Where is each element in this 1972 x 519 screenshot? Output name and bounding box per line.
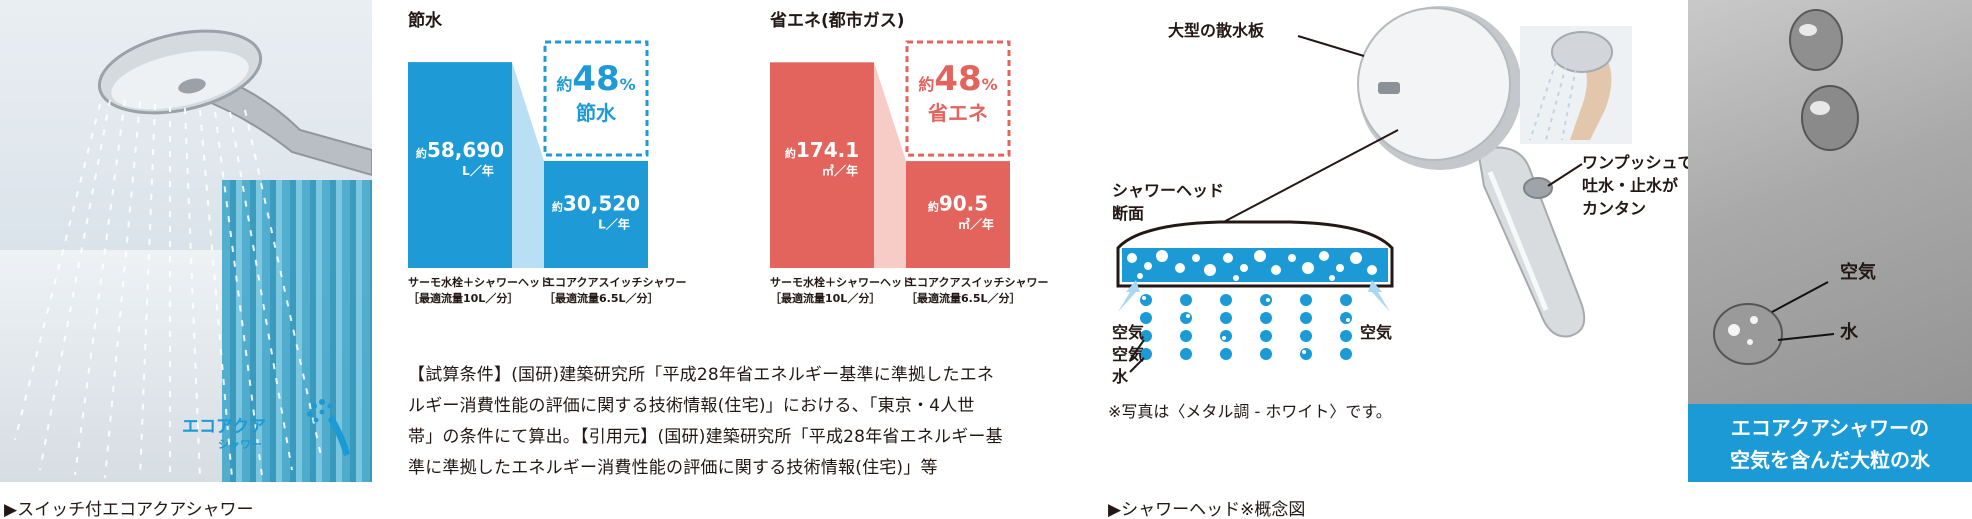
label-large-plate: 大型の散水板 [1168,21,1265,40]
category-sublabel: ［最適流量6.5L／分］ [906,291,1021,305]
air-arrow-left-icon [1118,280,1140,312]
cross-section [1116,220,1394,373]
shower-photo-caption: ▶スイッチ付エコアクアシャワー [4,500,254,519]
energy-saving-chart: 約48%省エネ約174.1㎥／年サーモ水栓＋シャワーヘッド［最適流量10L／分］… [770,40,1048,305]
photo-note: ※写真は〈メタル調 - ホワイト〉です。 [1108,402,1392,421]
callout-percent: 約48% [918,59,997,99]
note-line: 帯」の条件にて算出。【引用元】(国研)建築研究所「平成28年省エネルギー基 [408,427,1003,447]
water-droplets [1140,294,1352,360]
bar-before [408,62,512,268]
label-water-left: 水 [1112,367,1129,386]
label-air-right: 空気 [1360,323,1393,342]
reduction-callout [543,40,649,157]
banner-line-2: 空気を含んだ大粒の水 [1730,448,1930,472]
category-label: エコアクアスイッチシャワー [544,276,686,289]
category-sublabel: ［最適流量6.5L／分］ [544,291,659,305]
air-bubble-icon [1728,324,1740,336]
note-line: ルギー消費性能の評価に関する技術情報(住宅)」における、「東京・4人世 [408,396,975,416]
calculation-note: 【試算条件】(国研)建築研究所「平成28年省エネルギー基準に準拠したエネ ルギー… [408,360,1108,484]
callout-percent: 約48% [556,59,635,99]
label-one-push-3: カンタン [1582,199,1647,218]
label-drop-air: 空気 [1840,262,1876,283]
logo-text: エコアクア [182,417,267,437]
label-section-2: 断面 [1112,204,1145,223]
bar-unit-label: ㎥／年 [958,217,994,232]
callout-label: 節水 [576,101,617,125]
shower-head-logo-icon [307,399,350,456]
category-label: エコアクアスイッチシャワー [906,276,1048,289]
label-one-push-1: ワンプッシュで [1582,153,1694,172]
category-sublabel: ［最適流量10L／分］ [770,291,880,305]
shower-illustration [14,29,372,479]
water-drops-illustration [1713,9,1859,365]
bar-value-label: 約174.1 [785,138,859,162]
reduction-callout [905,40,1011,157]
shower-photo: エコアクア シャワー [0,0,372,482]
label-air-left-2: 空気 [1112,345,1145,364]
chart-title-water: 節水 [408,11,442,31]
inset-photo [1520,26,1632,144]
water-drops-photo: 空気 水 エコアクアシャワーの 空気を含んだ大粒の水 [1688,0,1972,482]
water-saving-chart: 約48%節水約58,690L／年サーモ水栓＋シャワーヘッド［最適流量10L／分］… [408,40,686,305]
label-drop-water: 水 [1840,322,1858,343]
callout-label: 省エネ [927,101,988,125]
air-arrow-right-icon [1368,280,1390,312]
bar-before [770,62,874,269]
bar-value-label: 約30,520 [552,191,640,215]
shower-head-diagram [1116,6,1632,373]
bar-after [906,161,1010,268]
bar-value-label: 約58,690 [416,138,504,162]
chart-title-energy: 省エネ(都市ガス) [770,11,905,31]
category-label: サーモ水栓＋シャワーヘッド [770,275,913,289]
eco-aqua-logo: エコアクア シャワー [182,418,266,454]
note-line: 準に準拠したエネルギー消費性能の評価に関する技術情報(住宅)」等 [408,458,938,478]
note-line: 【試算条件】(国研)建築研究所「平成28年省エネルギー基準に準拠したエネ [408,365,995,385]
diagram-caption: ▶シャワーヘッド※概念図 [1108,500,1306,519]
category-label: サーモ水栓＋シャワーヘッド [408,275,551,289]
drops-banner: エコアクアシャワーの 空気を含んだ大粒の水 [1688,404,1972,482]
label-one-push-2: 吐水・止水が [1582,176,1679,195]
bar-unit-label: L／年 [598,216,630,231]
bar-connector [874,62,906,269]
bar-after [544,160,648,268]
banner-line-1: エコアクアシャワーの [1730,416,1930,440]
logo-subtext: シャワー [218,438,262,451]
shower-head-product [1357,6,1586,338]
label-air-left-1: 空気 [1112,323,1145,342]
bar-unit-label: L／年 [462,163,494,178]
bar-value-label: 約90.5 [928,192,988,216]
bar-unit-label: ㎥／年 [822,163,858,178]
category-sublabel: ［最適流量10L／分］ [408,291,518,305]
label-section-1: シャワーヘッド [1112,181,1225,200]
bar-connector [512,62,544,268]
